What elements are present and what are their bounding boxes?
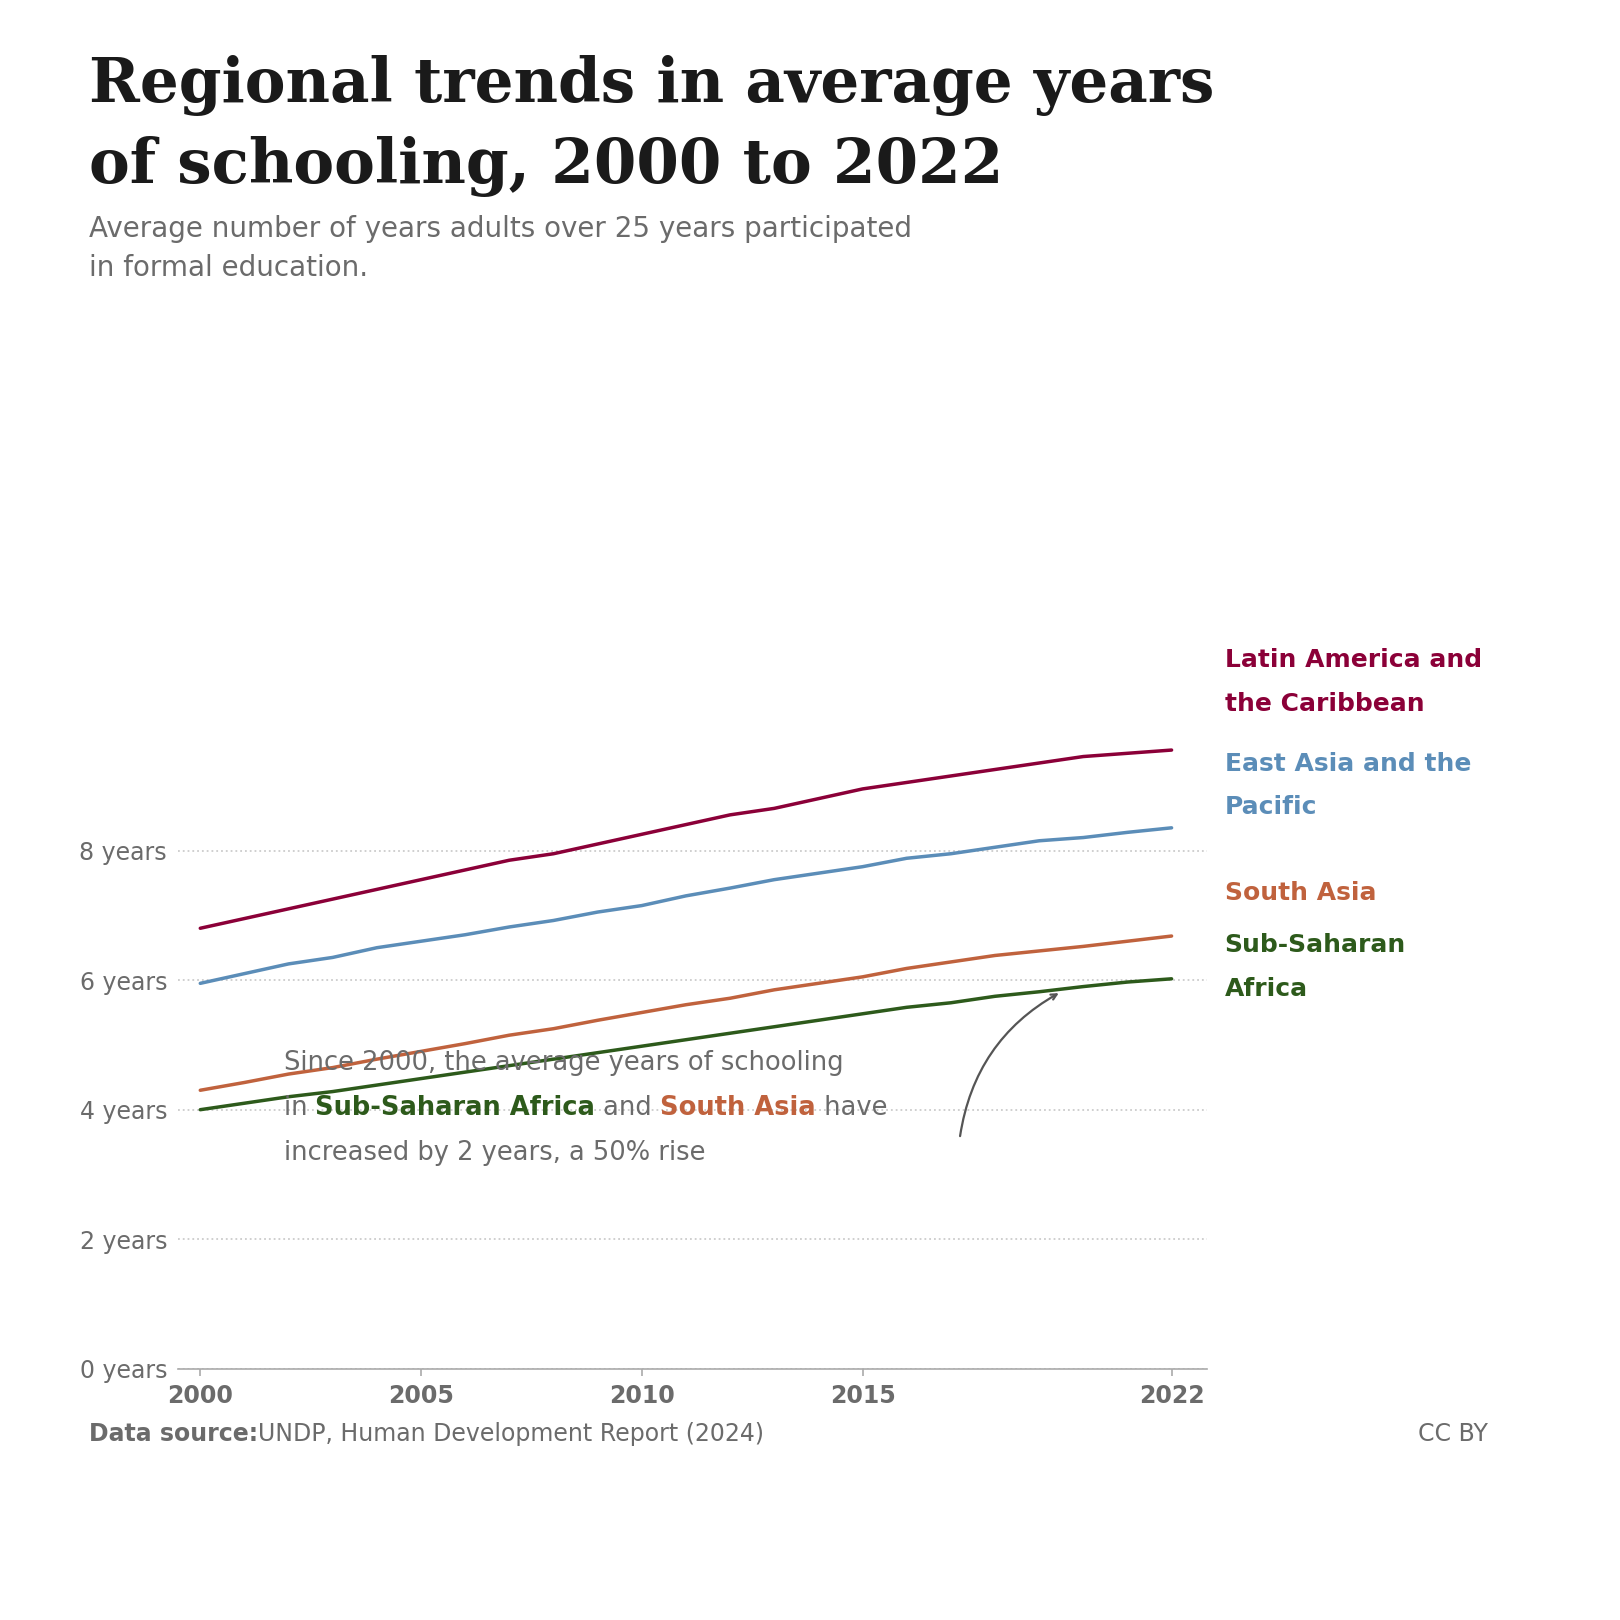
Text: have: have	[815, 1095, 888, 1121]
Text: in Data: in Data	[1338, 113, 1447, 139]
Text: and: and	[595, 1095, 659, 1121]
Text: East Asia and the: East Asia and the	[1225, 752, 1471, 776]
Text: in: in	[284, 1095, 316, 1121]
Text: in formal education.: in formal education.	[89, 254, 368, 282]
Text: South Asia: South Asia	[1225, 881, 1377, 906]
Text: Since 2000, the average years of schooling: Since 2000, the average years of schooli…	[284, 1050, 842, 1076]
Text: Sub-Saharan: Sub-Saharan	[1225, 933, 1406, 957]
Text: CC BY: CC BY	[1418, 1422, 1487, 1447]
Text: Pacific: Pacific	[1225, 795, 1317, 820]
Text: Sub-Saharan Africa: Sub-Saharan Africa	[316, 1095, 595, 1121]
Text: Latin America and: Latin America and	[1225, 648, 1482, 672]
Text: the Caribbean: the Caribbean	[1225, 692, 1424, 716]
Text: UNDP, Human Development Report (2024): UNDP, Human Development Report (2024)	[258, 1422, 763, 1447]
Text: increased by 2 years, a 50% rise: increased by 2 years, a 50% rise	[284, 1140, 705, 1166]
Text: Africa: Africa	[1225, 977, 1307, 1001]
Text: Data source:: Data source:	[89, 1422, 266, 1447]
Text: Our World: Our World	[1317, 57, 1468, 83]
Text: Average number of years adults over 25 years participated: Average number of years adults over 25 y…	[89, 215, 912, 243]
Text: South Asia: South Asia	[659, 1095, 815, 1121]
Text: Regional trends in average years: Regional trends in average years	[89, 55, 1215, 117]
Text: of schooling, 2000 to 2022: of schooling, 2000 to 2022	[89, 136, 1003, 198]
